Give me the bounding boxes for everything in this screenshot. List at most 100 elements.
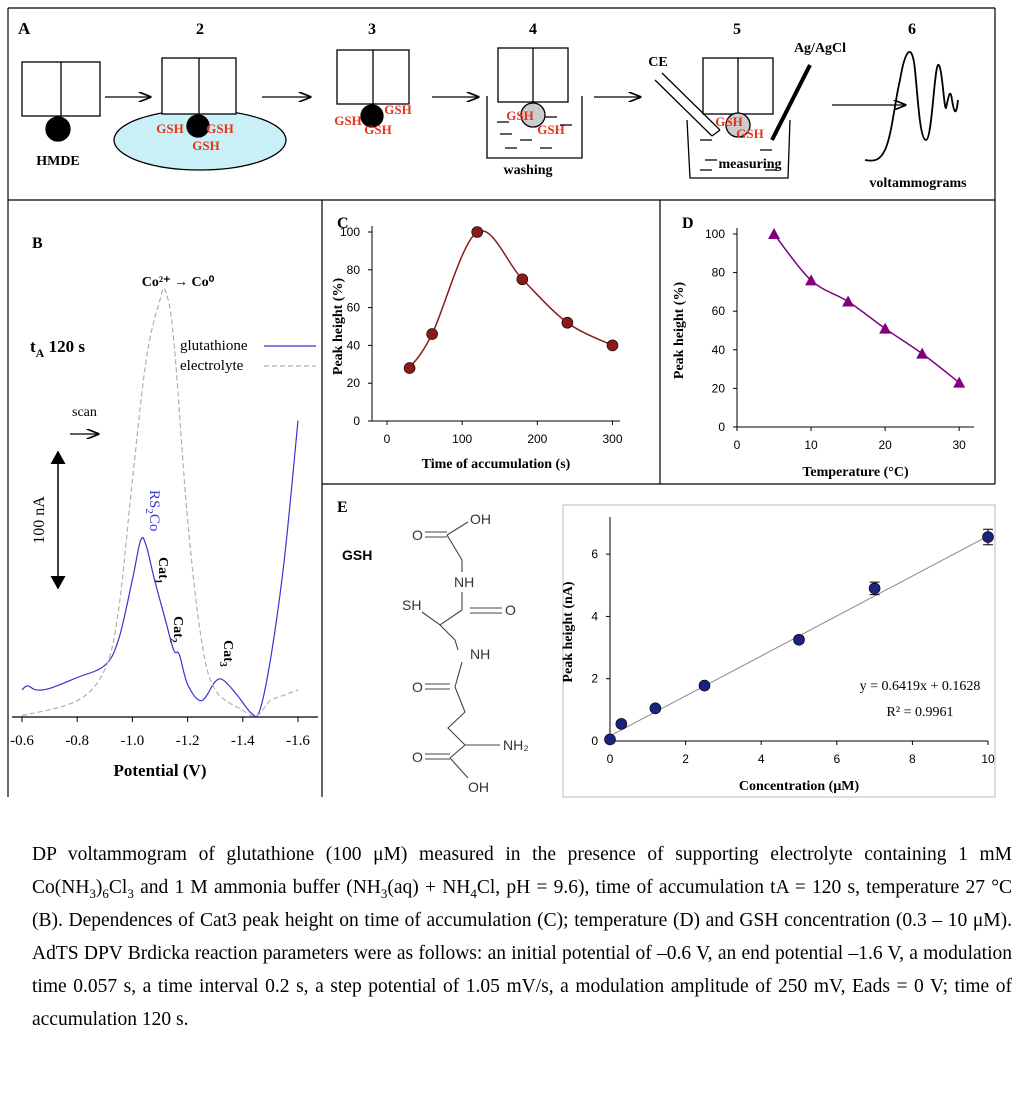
- x-tick-label: 200: [527, 432, 547, 446]
- y-tick-label: 60: [347, 301, 361, 315]
- x-tick-label: 4: [758, 752, 765, 766]
- marker: [649, 702, 662, 715]
- r2-label: R² = 0.9961: [887, 705, 954, 720]
- voltammogram-line: [21, 287, 299, 717]
- y-tick-label: 20: [712, 381, 726, 395]
- hmde-label: HMDE: [36, 154, 80, 169]
- time-label: tA 120 s: [30, 337, 85, 360]
- marker: [842, 295, 855, 307]
- caption-subscript: 6: [102, 885, 109, 901]
- structure-name: GSH: [342, 547, 372, 563]
- legend-label: electrolyte: [180, 358, 244, 374]
- atom: NH: [470, 646, 490, 662]
- atom: O: [412, 527, 423, 543]
- gsh-label: GSH: [192, 138, 219, 153]
- gsh-label: GSH: [506, 108, 533, 123]
- x-tick-label: -1.2: [176, 733, 200, 749]
- marker: [426, 328, 438, 340]
- x-axis-label: Time of accumulation (s): [422, 457, 571, 472]
- marker: [604, 733, 616, 746]
- gsh-label: GSH: [364, 122, 391, 137]
- panel-a-labels: A 2 3 4 5 6 HMDE GSH GSH GSH GSH GSH GSH…: [18, 19, 967, 191]
- washing-label: washing: [503, 163, 552, 178]
- step-number: 4: [529, 21, 537, 38]
- figure: A 2 3 4 5 6 HMDE GSH GSH GSH GSH GSH GSH…: [7, 7, 996, 798]
- x-tick-label: 20: [878, 438, 892, 452]
- y-axis-label: Peak height (%): [331, 278, 346, 376]
- rs2co-label: RS2Co: [143, 490, 162, 531]
- panel-label: D: [682, 215, 694, 232]
- x-tick-label: 6: [833, 752, 840, 766]
- y-tick-label: 60: [712, 304, 726, 318]
- cat-label: Cat1: [152, 557, 170, 584]
- voltammograms-label: voltammograms: [869, 176, 967, 191]
- x-tick-label: 0: [607, 752, 614, 766]
- legend-label: glutathione: [180, 338, 248, 354]
- step-number: 2: [196, 21, 204, 38]
- marker: [516, 273, 529, 286]
- atom: OH: [468, 779, 489, 795]
- x-tick-label: 100: [452, 432, 472, 446]
- caption: DP voltammogram of glutathione (100 μM) …: [32, 838, 1012, 1036]
- step-number: 5: [733, 21, 741, 38]
- x-axis-label: Potential (V): [113, 761, 206, 780]
- atom: NH₂: [503, 737, 529, 753]
- ce-label: CE: [648, 55, 667, 70]
- scan-label: scan: [72, 405, 97, 420]
- x-tick-label: 30: [953, 438, 967, 452]
- caption-subscript: 4: [470, 885, 477, 901]
- x-tick-label: 10: [981, 752, 995, 766]
- gsh-label: GSH: [537, 122, 564, 137]
- marker: [982, 531, 994, 543]
- marker: [698, 679, 711, 692]
- atom: SH: [402, 597, 421, 613]
- marker: [615, 718, 628, 730]
- step-number: 3: [368, 21, 376, 38]
- marker: [916, 347, 929, 359]
- y-axis-label: Peak height (%): [672, 282, 687, 380]
- x-tick-label: 10: [804, 438, 818, 452]
- y-tick-label: 100: [705, 227, 725, 241]
- panel-borders: [7, 7, 996, 797]
- caption-text: Cl: [108, 877, 128, 898]
- measuring-label: measuring: [719, 157, 782, 172]
- y-tick-label: 0: [353, 414, 360, 428]
- caption-subscript: 3: [127, 885, 134, 901]
- step-number: 6: [908, 21, 916, 38]
- x-axis-label: Temperature (°C): [802, 465, 909, 480]
- y-axis-label: Peak height (nA): [561, 581, 576, 682]
- y-tick-label: 40: [712, 343, 726, 357]
- x-tick-label: -1.6: [286, 733, 310, 749]
- marker: [561, 316, 574, 329]
- x-tick-label: 2: [682, 752, 689, 766]
- cat-label: Cat2: [167, 616, 185, 643]
- trendline-label: y = 0.6419x + 0.1628: [860, 679, 981, 694]
- y-tick-label: 80: [712, 266, 726, 280]
- gsh-structure: [421, 521, 502, 779]
- panel-b-labels: B Co²⁺ → Co⁰ tA 120 s scan RS2Co Cat1 Ca…: [30, 235, 235, 780]
- caption-text: Cl, pH = 9.6), time of accumulation tA =…: [32, 877, 1012, 1030]
- marker: [805, 274, 818, 286]
- series-line: [773, 233, 960, 384]
- marker: [868, 582, 881, 595]
- scale-bar-label: 100 nA: [31, 496, 48, 544]
- gsh-label: GSH: [334, 113, 361, 128]
- x-tick-label: -0.8: [65, 733, 89, 749]
- marker: [793, 633, 805, 646]
- caption-subscript: 3: [380, 885, 388, 901]
- y-tick-label: 80: [347, 263, 361, 277]
- panel-label: C: [337, 215, 349, 232]
- peak-label: Co²⁺ → Co⁰: [142, 275, 215, 290]
- y-tick-label: 6: [591, 547, 598, 561]
- y-tick-label: 0: [718, 420, 725, 434]
- gsh-label: GSH: [156, 121, 183, 136]
- marker: [471, 226, 484, 238]
- series-line: [408, 229, 613, 369]
- marker: [953, 376, 966, 388]
- y-tick-label: 0: [591, 734, 598, 748]
- y-tick-label: 4: [591, 609, 598, 623]
- atom: O: [412, 679, 423, 695]
- cat-label: Cat3: [217, 640, 235, 667]
- x-tick-label: 8: [909, 752, 916, 766]
- y-tick-label: 2: [591, 672, 598, 686]
